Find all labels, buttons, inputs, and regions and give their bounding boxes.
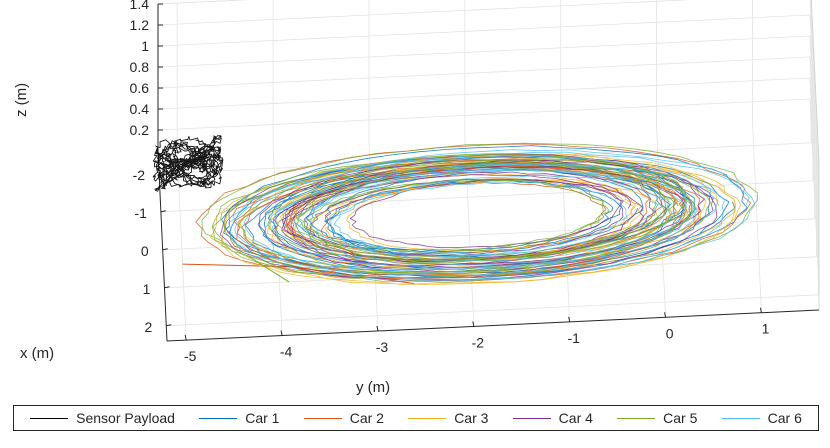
trajectory-tail [249,256,290,283]
legend-label: Car 5 [663,410,698,426]
z-tick-label: 0.8 [130,59,150,75]
trajectory-car-3 [210,153,741,285]
y-tick-label: -4 [280,344,293,360]
legend-swatch [199,417,238,419]
y-axis-label: y (m) [356,379,390,396]
x-tick-label: 0 [141,243,149,259]
legend-swatch [408,417,447,419]
z-tick-label: 0.6 [130,80,150,96]
y-tick-label: 0 [666,325,674,341]
y-tick-label: -3 [376,339,389,355]
legend-swatch [30,417,69,419]
x-tick-label: 1 [143,281,151,297]
legend-item: Car 3 [408,410,488,426]
z-tick-label: 1.4 [130,0,150,12]
trajectory-sensor-payload [152,135,224,192]
x-axis-label: x (m) [20,345,54,362]
legend-swatch [303,417,342,419]
legend-swatch [617,417,656,419]
x-tick-label: -2 [133,167,146,183]
z-tick-label: 0.4 [130,101,150,117]
legend-item: Car 5 [617,410,697,426]
legend-swatch [512,417,551,419]
z-tick-label: 1.2 [130,17,150,33]
legend-item: Car 1 [199,410,279,426]
trajectory-traces [152,135,759,285]
legend-label: Car 6 [767,410,802,426]
legend-swatch [721,417,760,419]
y-tick-label: -5 [184,348,197,364]
legend-item: Car 4 [512,410,593,426]
y-tick-label: 1 [762,321,770,337]
y-tick-label: -1 [567,330,580,346]
z-axis-label: z (m) [13,83,30,117]
trajectory-car-6 [228,149,756,282]
legend: Sensor Payload Car 1 Car 2 Car 3 Car 4 Car 5 C… [13,405,819,431]
trajectory-car-4 [219,153,718,281]
legend-item: Sensor Payload [30,410,175,426]
y-tick-label: -2 [472,334,485,350]
legend-label: Car 1 [245,410,280,426]
x-tick-label: -1 [134,205,147,221]
tick-labels: -2 -1 0 1 2 -5 -4 -3 -2 -1 0 1 0.2 0.4 0.6 0.8 1 1.2 1.4 [130,0,770,364]
z-tick-label: 0.2 [130,122,150,138]
z-tick-label: 1 [141,38,149,54]
legend-item: Car 6 [721,410,802,426]
x-tick-label: 2 [144,319,152,335]
legend-label: Car 3 [454,410,489,426]
legend-label: Car 4 [558,410,593,426]
legend-label: Car 2 [349,410,384,426]
legend-item: Car 2 [303,410,384,426]
legend-label: Sensor Payload [76,410,175,426]
